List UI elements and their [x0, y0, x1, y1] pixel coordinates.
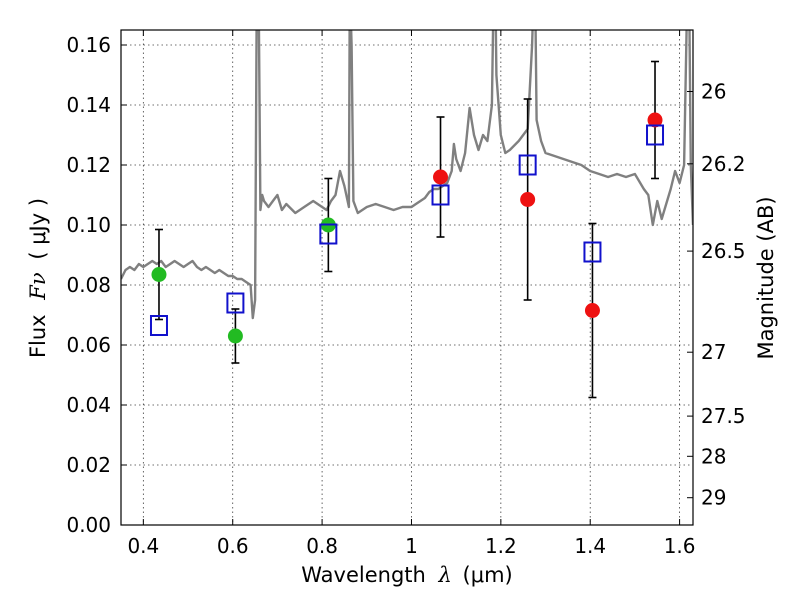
- data-points-layer: [149, 60, 665, 399]
- observed-red-point: [520, 192, 536, 207]
- model-photometry-point: [431, 184, 450, 206]
- tick-marks: [121, 30, 693, 526]
- x-tick-label: 1: [405, 534, 418, 558]
- y-tick-label: 0.04: [66, 393, 111, 417]
- sed-model-line: [121, 30, 693, 320]
- y2-tick-label: 26.5: [701, 239, 746, 263]
- y-tick-label: 0.08: [66, 273, 111, 297]
- y2-tick-label: 29: [701, 486, 726, 510]
- x-tick-label: 0.8: [306, 534, 338, 558]
- y2-tick-label: 27.5: [701, 404, 746, 428]
- observed-green-point: [227, 328, 243, 344]
- plot-frame: [120, 29, 694, 526]
- y2-tick-label: 26: [701, 80, 726, 104]
- y-tick-label: 0.06: [66, 333, 111, 357]
- plot-area-background: [121, 30, 693, 525]
- y2-tick-label: 27: [701, 340, 726, 364]
- observed-red-point: [584, 303, 600, 318]
- y-axis-label: Flux Fν ( μJy ): [26, 198, 50, 358]
- y-tick-label: 0.02: [66, 453, 111, 477]
- model-photometry-point: [319, 223, 338, 245]
- model-photometry-point: [149, 315, 168, 336]
- x-tick-labels: 0.4 0.6 0.8 1 1.2 1.4 1.6: [127, 534, 695, 558]
- x-tick-label: 1.2: [485, 534, 517, 558]
- y-tick-label: 0.00: [66, 513, 111, 537]
- observed-red-point: [647, 112, 663, 128]
- observed-green-point: [151, 267, 167, 282]
- model-photometry-point: [226, 292, 245, 314]
- model-photometry-point: [646, 124, 665, 146]
- y2-tick-label: 26.2: [701, 152, 746, 176]
- x-axis-label: Wavelength λ (μm): [301, 563, 512, 587]
- sed-model-layer: [121, 30, 693, 320]
- model-photometry-point: [583, 241, 602, 263]
- y-tick-label: 0.16: [66, 33, 111, 57]
- y2-axis-label: Magnitude (AB): [754, 196, 778, 359]
- observed-red-point: [433, 169, 449, 185]
- y-tick-label: 0.14: [66, 93, 111, 117]
- x-tick-label: 0.6: [217, 534, 249, 558]
- x-tick-label: 1.6: [664, 534, 696, 558]
- x-tick-label: 0.4: [127, 534, 159, 558]
- model-photometry-point: [518, 154, 537, 176]
- y2-tick-labels: 26 26.2 26.5 27 27.5 28 29: [701, 80, 746, 510]
- y-tick-labels: 0.00 0.02 0.04 0.06 0.08 0.10 0.12 0.14 0.16: [66, 33, 111, 537]
- y-tick-label: 0.10: [66, 213, 111, 237]
- grid: [121, 30, 693, 526]
- x-tick-label: 1.4: [574, 534, 606, 558]
- y2-tick-label: 28: [701, 444, 726, 468]
- y-tick-label: 0.12: [66, 153, 111, 177]
